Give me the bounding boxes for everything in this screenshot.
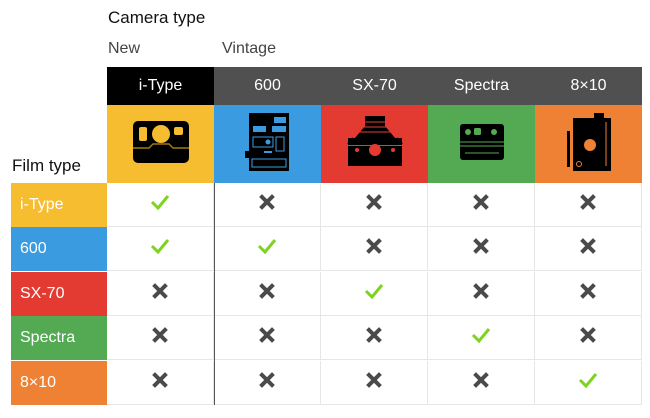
camera-icon-cell [428,105,535,183]
check-icon [364,283,384,304]
cross-icon [580,194,596,215]
compat-cell [535,183,642,227]
cross-icon [259,327,275,348]
compat-cell [214,227,321,272]
cross-icon [152,371,168,393]
cross-icon [473,194,489,215]
cross-icon [473,371,489,393]
compat-cell [535,227,642,272]
8x10-camera-icon [564,111,614,178]
compat-cell [535,316,642,361]
compat-cell [107,360,214,405]
row-header: i-Type [11,183,107,227]
check-icon [578,372,598,393]
cross-icon [366,327,382,348]
compat-cell [107,271,214,316]
check-icon [257,238,277,259]
cross-icon [473,238,489,259]
compat-cell [535,360,642,405]
cross-icon [366,194,382,215]
compat-cell [428,271,535,316]
compat-cell [214,183,321,227]
column-header: Spectra [428,67,535,105]
compat-cell [107,227,214,272]
row-header: 8×10 [11,360,107,405]
camera-type-title: Camera type [108,8,206,27]
group-divider [214,183,215,405]
cross-icon [366,371,382,393]
sx70-camera-icon [345,114,405,174]
compat-cell [535,271,642,316]
column-header: i-Type [107,67,214,105]
column-header: 8×10 [535,67,642,105]
spectra-camera-icon [457,120,507,169]
cross-icon [580,238,596,259]
check-icon [150,238,170,259]
cross-icon [259,371,275,393]
compat-cell [214,360,321,405]
cross-icon [259,194,275,215]
compat-cell [321,316,428,361]
group-new-label: New [108,40,141,57]
compat-cell [107,183,214,227]
column-header: SX-70 [321,67,428,105]
cross-icon [580,282,596,304]
film-type-title: Film type [12,156,81,175]
column-header: 600 [214,67,321,105]
group-vintage-label: Vintage [222,40,276,57]
compat-cell [428,227,535,272]
check-icon [150,194,170,215]
itype-camera-icon [131,117,191,172]
compat-cell [214,316,321,361]
camera-icon-cell [214,105,321,183]
compat-cell [214,271,321,316]
row-header: 600 [11,227,107,272]
compat-cell [428,316,535,361]
row-header: Spectra [11,316,107,361]
cross-icon [473,282,489,304]
camera-icon-cell [535,105,642,183]
cross-icon [580,327,596,348]
compat-cell [428,360,535,405]
cross-icon [259,282,275,304]
cross-icon [152,282,168,304]
compat-cell [321,227,428,272]
check-icon [471,327,491,348]
compat-cell [321,183,428,227]
cross-icon [366,238,382,259]
camera-icon-cell [321,105,428,183]
cross-icon [152,327,168,348]
compat-cell [321,360,428,405]
compat-cell [107,316,214,361]
compat-cell [321,271,428,316]
600-camera-icon [243,111,293,178]
row-header: SX-70 [11,271,107,316]
camera-icon-cell [107,105,214,183]
compat-cell [428,183,535,227]
